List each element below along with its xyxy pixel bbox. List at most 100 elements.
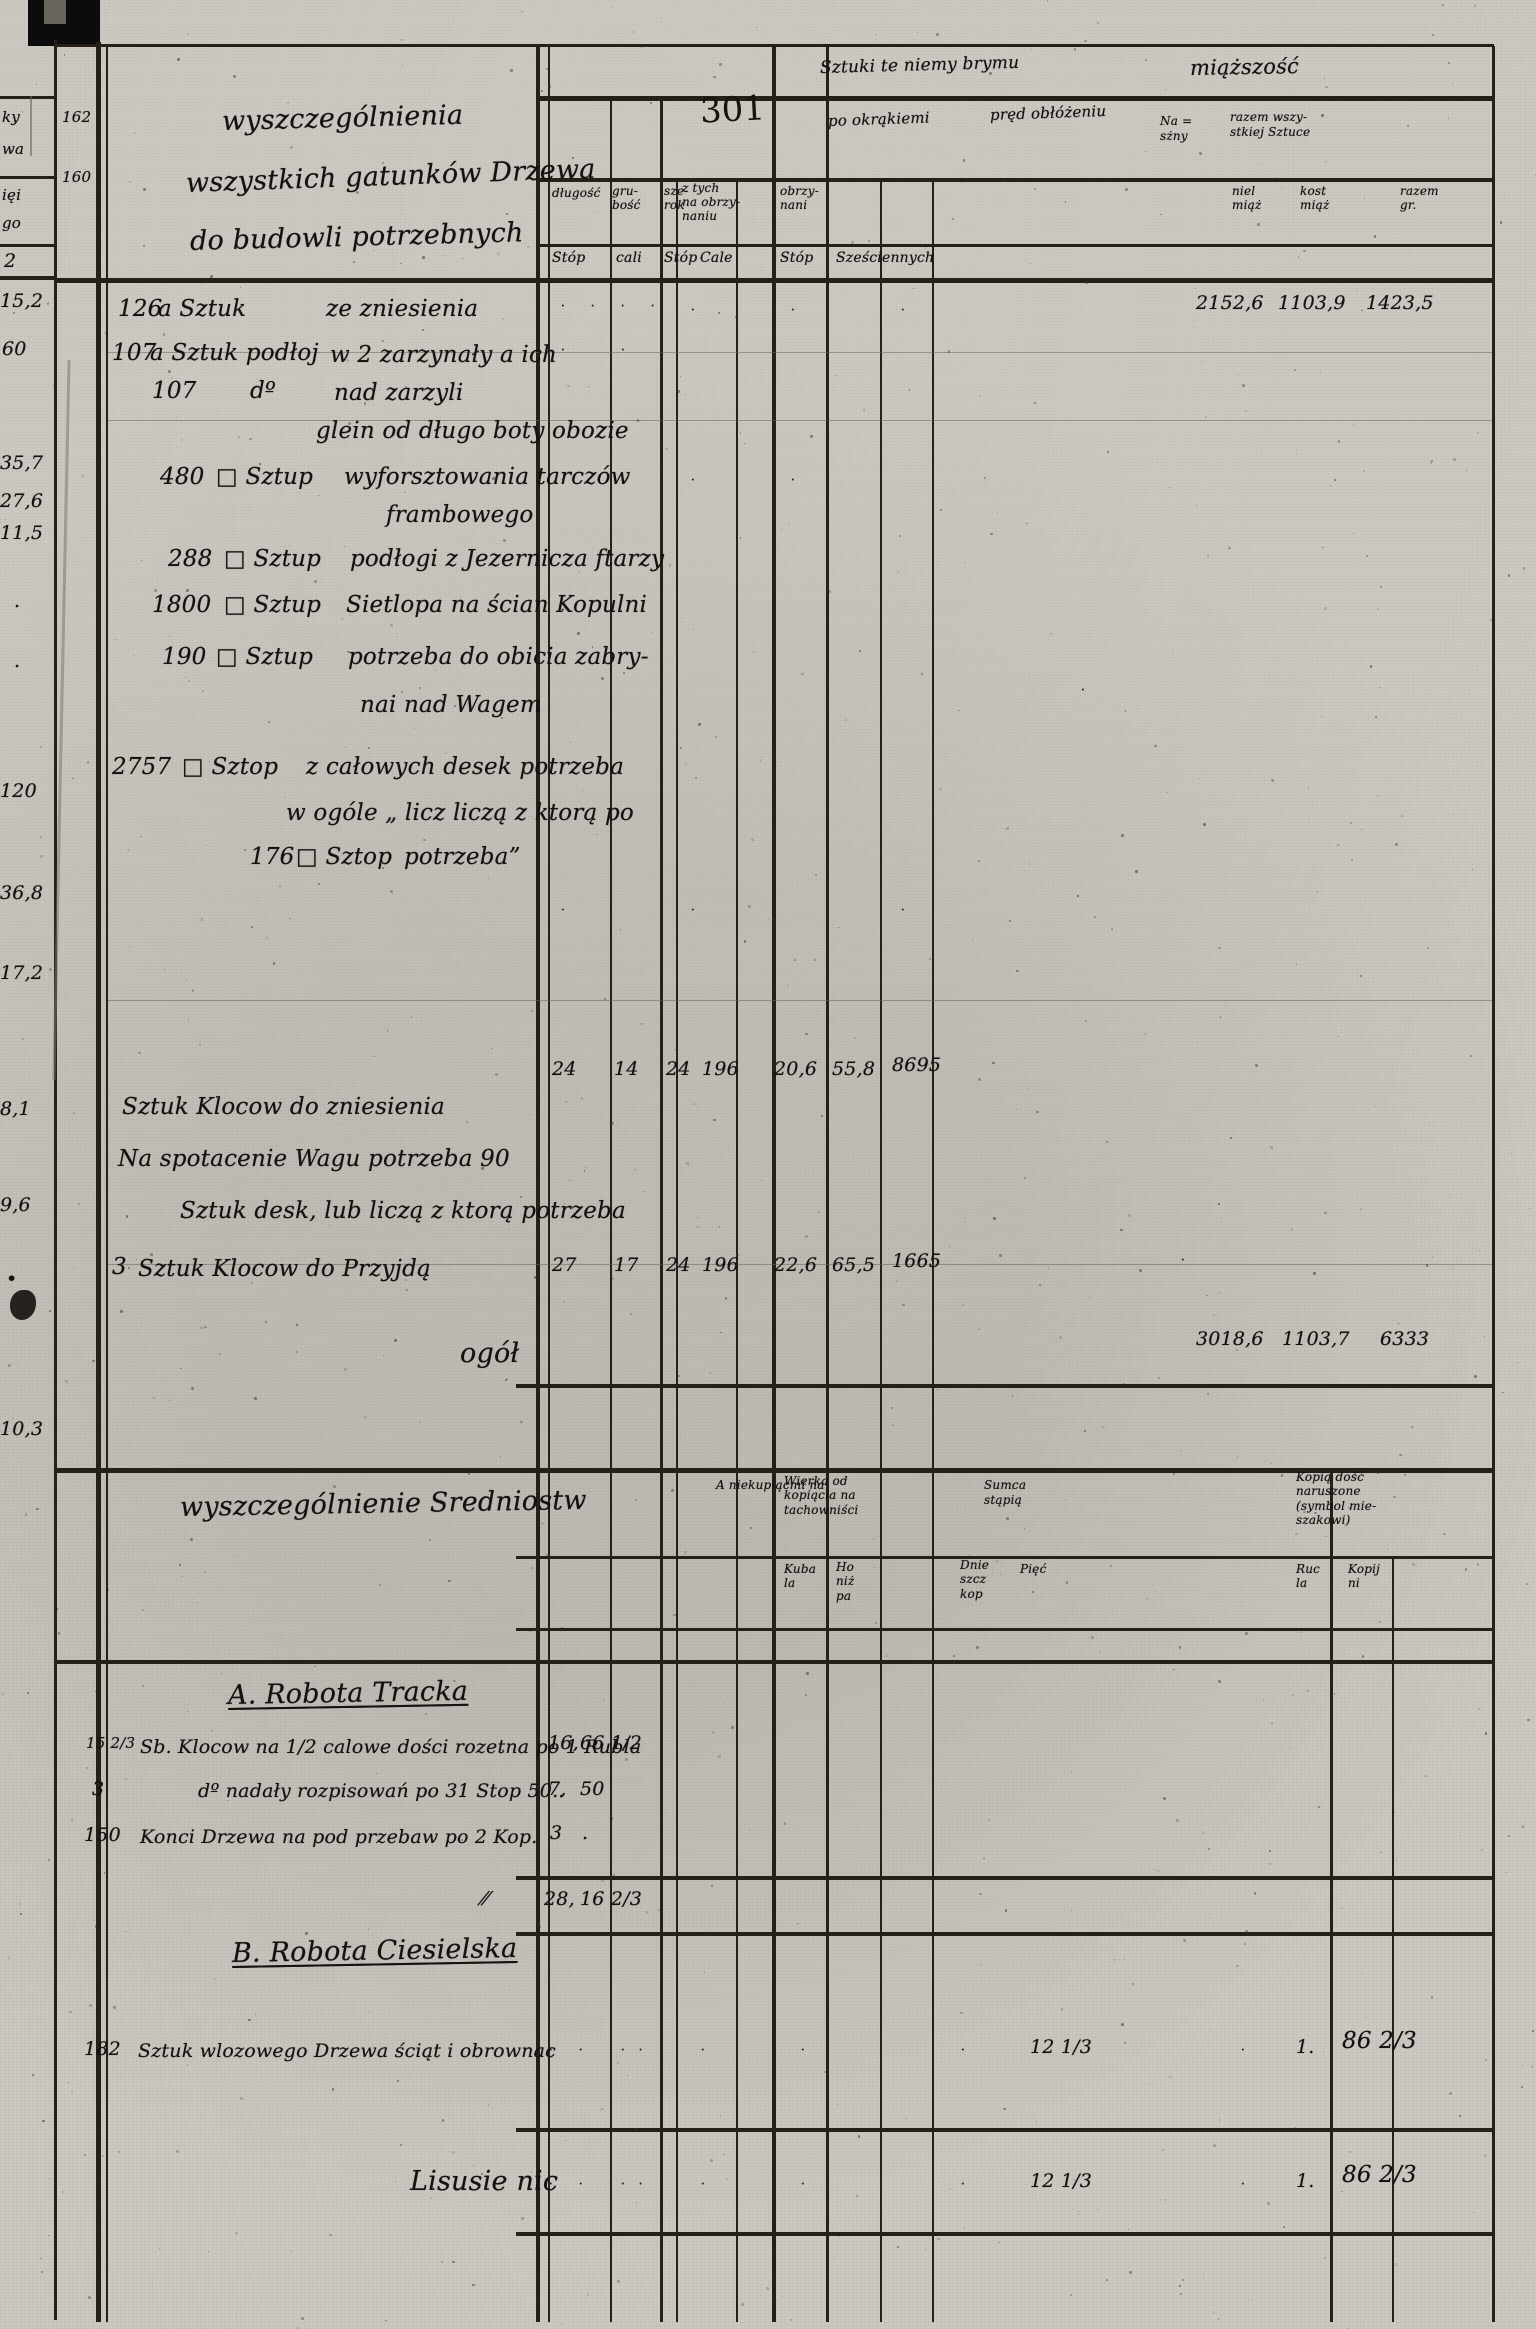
paper-speckle (520, 10, 523, 13)
cell-dot: · (560, 600, 576, 619)
paper-speckle (797, 885, 799, 887)
paper-speckle (1167, 791, 1169, 793)
margin-value-17: • (6, 1268, 18, 1290)
paper-speckle (1395, 1860, 1397, 1862)
row-unit: □ Sztup (224, 546, 322, 572)
paper-speckle (1380, 1851, 1382, 1854)
paper-speckle (600, 2108, 603, 2111)
paper-speckle (343, 1123, 344, 1125)
paper-speckle (1296, 449, 1298, 452)
paper-speckle (221, 1673, 223, 1675)
section-a-row-qty: 15 2/3 (86, 1734, 136, 1752)
paper-speckle (1110, 2052, 1113, 2054)
paper-speckle (1242, 384, 1245, 387)
paper-speckle (190, 1902, 193, 1904)
paper-speckle (36, 1507, 39, 1511)
paper-speckle (201, 689, 204, 692)
paper-speckle (1268, 1863, 1271, 1866)
paper-speckle (47, 1859, 50, 1862)
paper-speckle (720, 2114, 722, 2116)
paper-speckle (1093, 916, 1097, 919)
paper-speckle (200, 918, 204, 922)
paper-speckle (1459, 1835, 1461, 1837)
paper-speckle (1325, 160, 1327, 163)
margin-value-9: 11,5 (0, 522, 44, 544)
paper-speckle (19, 1903, 22, 1906)
paper-speckle (1199, 151, 1203, 155)
paper-speckle (1270, 1462, 1272, 1464)
paper-speckle (1269, 1145, 1273, 1149)
paper-speckle (124, 1777, 128, 1781)
paper-speckle (1156, 461, 1158, 463)
paper-speckle (962, 159, 966, 163)
paper-speckle (1065, 1580, 1069, 1584)
paper-speckle (318, 494, 320, 497)
paper-speckle (665, 447, 668, 451)
section-a-row-v2: . (582, 1822, 589, 1844)
paper-speckle (990, 532, 993, 536)
paper-speckle (1182, 2279, 1185, 2281)
paper-speckle (1144, 1033, 1146, 1035)
paper-speckle (759, 759, 763, 762)
paper-speckle (180, 438, 184, 442)
paper-speckle (240, 286, 242, 288)
paper-speckle (1471, 869, 1473, 870)
paper-speckle (1212, 2311, 1216, 2314)
paper-speckle (1361, 1655, 1365, 1659)
paper-speckle (1217, 1679, 1221, 1683)
rule-vertical-left-outer (54, 40, 57, 2320)
paper-speckle (1525, 1583, 1528, 1586)
row-col-2: 24 (666, 1058, 691, 1080)
paper-speckle (1003, 2107, 1006, 2111)
paper-speckle (19, 1912, 22, 1916)
paper-speckle (1097, 2208, 1098, 2210)
paper-speckle (1323, 77, 1326, 80)
header-subgroup-3: razem wszy- stkiej Sztuce (1230, 110, 1311, 139)
paper-speckle (902, 1303, 905, 1307)
paper-speckle (329, 2233, 332, 2237)
section-a-row-text: Konci Drzewa na pod przebaw po 2 Kop. (140, 1826, 538, 1848)
paper-speckle (1412, 1563, 1416, 1567)
paper-speckle (987, 1818, 990, 1821)
paper-speckle (268, 721, 270, 723)
rule-mid-vertical-a (1330, 1468, 1333, 2322)
paper-speckle (632, 30, 635, 33)
paper-speckle (141, 1609, 144, 1612)
cell-dot: · (900, 300, 916, 319)
paper-speckle (1213, 2143, 1217, 2147)
paper-speckle (1366, 2017, 1368, 2019)
row-text: Sietlopa na ścian Kopulni (346, 592, 648, 618)
paper-speckle (718, 1754, 722, 1758)
paper-speckle (787, 523, 789, 525)
paper-speckle (999, 1573, 1001, 1576)
paper-speckle (1033, 188, 1036, 191)
paper-speckle (1507, 573, 1511, 577)
paper-speckle (712, 1731, 715, 1734)
paper-speckle (488, 2103, 490, 2105)
cell-dot: · (960, 2040, 976, 2059)
paper-speckle (143, 245, 146, 248)
row-col-3: 196 (702, 1058, 739, 1080)
paper-speckle (814, 958, 816, 960)
paper-speckle (1081, 308, 1082, 309)
paper-speckle (386, 1030, 389, 1032)
paper-speckle (1046, 0, 1049, 2)
paper-speckle (135, 1500, 137, 1502)
header-sublabel-3: z tych na obrzy- naniu (682, 181, 741, 223)
paper-speckle (1386, 1548, 1389, 1551)
paper-speckle (1369, 665, 1373, 668)
paper-speckle (197, 1602, 198, 1604)
paper-speckle (447, 1558, 450, 1561)
paper-speckle (858, 650, 861, 653)
paper-speckle (1016, 969, 1019, 973)
paper-speckle (1220, 1216, 1223, 1219)
rule-vertical-c5 (676, 180, 678, 2322)
paper-speckle (983, 1857, 985, 1860)
header-unit-3: Cale (700, 250, 733, 266)
paper-speckle (83, 2153, 86, 2156)
row-text: Na spotacenie Wagu potrzeba 90 (118, 1146, 510, 1172)
paper-speckle (425, 1713, 428, 1716)
paper-speckle (295, 1350, 298, 1354)
paper-speckle (1218, 1291, 1220, 1294)
